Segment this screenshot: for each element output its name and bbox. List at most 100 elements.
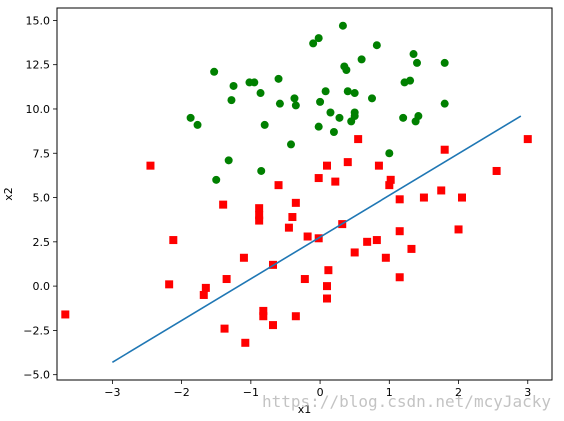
y-tick-label: −2.5 bbox=[23, 324, 50, 337]
y-tick-label: 10.0 bbox=[26, 103, 51, 116]
scatter-point-square bbox=[259, 312, 268, 321]
scatter-point-square bbox=[274, 181, 283, 190]
scatter-point-circle bbox=[212, 175, 221, 184]
scatter-point-circle bbox=[399, 113, 408, 122]
scatter-point-circle bbox=[350, 89, 359, 98]
scatter-point-square bbox=[61, 310, 70, 319]
scatter-point-circle bbox=[224, 156, 233, 165]
scatter-point-square bbox=[381, 253, 390, 262]
scatter-point-square bbox=[523, 135, 532, 144]
scatter-point-circle bbox=[291, 101, 300, 110]
x-tick-label: −1 bbox=[243, 386, 259, 399]
scatter-point-circle bbox=[193, 120, 202, 129]
scatter-point-square bbox=[386, 175, 395, 184]
y-axis-label: x2 bbox=[2, 187, 15, 201]
y-tick-label: −5.0 bbox=[23, 369, 50, 382]
scatter-point-circle bbox=[400, 78, 409, 87]
y-tick-label: 12.5 bbox=[26, 59, 51, 72]
scatter-point-square bbox=[395, 227, 404, 236]
scatter-point-circle bbox=[186, 113, 195, 122]
plot-frame bbox=[56, 7, 553, 381]
plot-area bbox=[61, 21, 532, 363]
y-axis: −5.0 −2.5 0.0 2.5 5.0 7.5 10.0 12.5 15.0 bbox=[23, 14, 57, 382]
scatter-point-square bbox=[437, 186, 446, 195]
scatter-point-square bbox=[440, 145, 449, 154]
scatter-point-circle bbox=[338, 21, 347, 30]
y-tick-label: 15.0 bbox=[26, 14, 51, 27]
scatter-point-circle bbox=[245, 78, 254, 87]
scatter-point-circle bbox=[274, 74, 283, 83]
scatter-point-circle bbox=[260, 120, 269, 129]
scatter-point-circle bbox=[290, 94, 299, 103]
scatter-point-square bbox=[407, 244, 416, 253]
scatter-point-circle bbox=[368, 94, 376, 103]
x-tick-label: 1 bbox=[386, 386, 393, 399]
scatter-point-circle bbox=[440, 58, 449, 67]
scatter-point-circle bbox=[314, 34, 323, 43]
scatter-point-circle bbox=[227, 96, 236, 105]
y-tick-label: 0.0 bbox=[33, 280, 51, 293]
scatter-point-square bbox=[492, 166, 501, 175]
scatter-point-square bbox=[314, 174, 323, 183]
scatter-point-circle bbox=[316, 97, 325, 106]
scatter-point-circle bbox=[440, 99, 449, 108]
scatter-point-square bbox=[199, 290, 208, 299]
scatter-point-square bbox=[239, 253, 248, 262]
scatter-point-circle bbox=[343, 87, 352, 96]
scatter-point-square bbox=[343, 158, 352, 167]
scatter-point-square bbox=[331, 177, 340, 186]
scatter-point-circle bbox=[342, 66, 351, 74]
scatter-point-square bbox=[454, 225, 463, 234]
scatter-point-circle bbox=[347, 117, 356, 126]
x-tick-label: 2 bbox=[455, 386, 462, 399]
scatter-point-circle bbox=[257, 166, 266, 175]
x-axis-label: x1 bbox=[298, 403, 312, 416]
scatter-point-circle bbox=[309, 39, 318, 48]
scatter-point-square bbox=[201, 283, 210, 292]
scatter-point-square bbox=[222, 275, 231, 284]
scatter-point-circle bbox=[287, 140, 295, 149]
scatter-point-square bbox=[323, 161, 331, 170]
scatter-point-square bbox=[350, 248, 359, 257]
scatter-point-square bbox=[323, 294, 331, 303]
scatter-point-square bbox=[169, 236, 178, 245]
x-tick-label: −3 bbox=[104, 386, 120, 399]
scatter-point-square bbox=[458, 193, 466, 202]
scatter-point-square bbox=[300, 275, 309, 284]
scatter-point-circle bbox=[372, 41, 381, 50]
scatter-point-circle bbox=[321, 87, 330, 96]
scatter-point-square bbox=[363, 237, 372, 246]
scatter-point-square bbox=[354, 135, 363, 144]
x-axis: −3 −2 −1 0 1 2 3 bbox=[104, 380, 531, 399]
scatter-point-square bbox=[146, 161, 155, 170]
x-tick-label: 0 bbox=[317, 386, 324, 399]
y-tick-label: 5.0 bbox=[33, 192, 51, 205]
scatter-point-square bbox=[291, 312, 300, 321]
scatter-point-circle bbox=[335, 113, 344, 122]
scatter-point-square bbox=[255, 204, 264, 213]
scatter-point-square bbox=[419, 193, 428, 202]
scatter-point-circle bbox=[409, 50, 418, 59]
scatter-point-circle bbox=[229, 81, 238, 90]
scatter-point-square bbox=[269, 321, 277, 330]
scatter-point-square bbox=[165, 280, 174, 289]
scatter-point-square bbox=[288, 213, 297, 222]
scatter-point-square bbox=[220, 324, 229, 333]
scatter-point-circle bbox=[314, 122, 323, 131]
scatter-point-square bbox=[291, 198, 300, 207]
scatter-point-square bbox=[284, 223, 293, 232]
scatter-point-square bbox=[255, 211, 264, 220]
scatter-point-circle bbox=[414, 112, 423, 121]
y-tick-label: 7.5 bbox=[33, 147, 51, 160]
scatter-point-square bbox=[241, 338, 250, 347]
scatter-point-square bbox=[303, 232, 312, 241]
scatter-point-circle bbox=[413, 58, 421, 67]
scatter-point-circle bbox=[256, 89, 265, 98]
scatter-point-square bbox=[259, 306, 268, 315]
scatter-point-circle bbox=[326, 108, 335, 117]
scatter-point-square bbox=[219, 200, 228, 209]
scatter-point-circle bbox=[329, 128, 338, 136]
x-tick-label: −2 bbox=[174, 386, 190, 399]
scatter-point-circle bbox=[385, 149, 394, 158]
